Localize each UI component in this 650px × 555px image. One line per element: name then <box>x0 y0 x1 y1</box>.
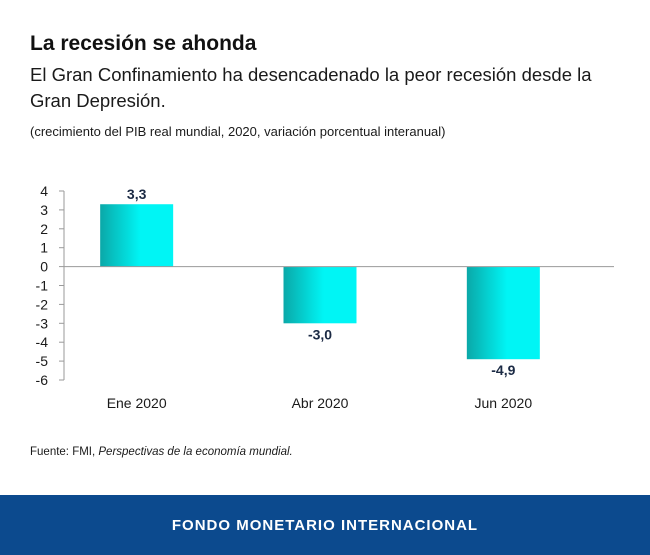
x-axis-labels: Ene 2020 Abr 2020 Jun 2020 <box>107 395 533 411</box>
chart-subtitle: El Gran Confinamiento ha desencadenado l… <box>30 64 592 111</box>
bar-value-label: 3,3 <box>127 186 147 202</box>
y-tick-label: -1 <box>36 278 49 294</box>
source-publication: Perspectivas de la economía mundial. <box>98 446 293 458</box>
bar-ene-2020 <box>100 204 174 267</box>
y-tick-label: -5 <box>36 353 49 369</box>
bar-jun-2020 <box>466 266 540 360</box>
x-category-label: Jun 2020 <box>475 395 533 411</box>
source-prefix: Fuente: FMI, <box>30 446 99 458</box>
bars: 3,3 -3,0 -4,9 <box>64 186 614 378</box>
y-tick-label: -4 <box>36 334 49 350</box>
y-tick-label: -3 <box>36 315 49 331</box>
y-axis: 4 3 2 1 0 -1 -2 -3 -4 -5 -6 <box>36 183 65 388</box>
y-tick-label: 3 <box>40 202 48 218</box>
bar-value-label: -3,0 <box>308 326 332 342</box>
y-tick-label: -6 <box>36 372 49 388</box>
y-tick-label: 2 <box>40 221 48 237</box>
y-tick-label: -2 <box>36 296 49 312</box>
chart-title: La recesión se ahonda <box>30 32 257 55</box>
footer-banner: FONDO MONETARIO INTERNACIONAL <box>0 495 650 555</box>
chart-note: (crecimiento del PIB real mundial, 2020,… <box>30 124 446 139</box>
x-category-label: Abr 2020 <box>292 395 349 411</box>
source-note: Fuente: FMI, Perspectivas de la economía… <box>30 446 293 458</box>
y-tick-label: 0 <box>40 259 48 275</box>
x-category-label: Ene 2020 <box>107 395 167 411</box>
y-tick-label: 4 <box>40 183 48 199</box>
y-tick-label: 1 <box>40 240 48 256</box>
bar-abr-2020 <box>283 266 357 324</box>
footer-org-name: FONDO MONETARIO INTERNACIONAL <box>171 516 479 534</box>
bar-chart: 4 3 2 1 0 -1 -2 -3 -4 -5 -6 3,3 -3,0 -4,9 Ene 2020 Ab… <box>36 183 614 411</box>
bar-value-label: -4,9 <box>491 362 515 378</box>
